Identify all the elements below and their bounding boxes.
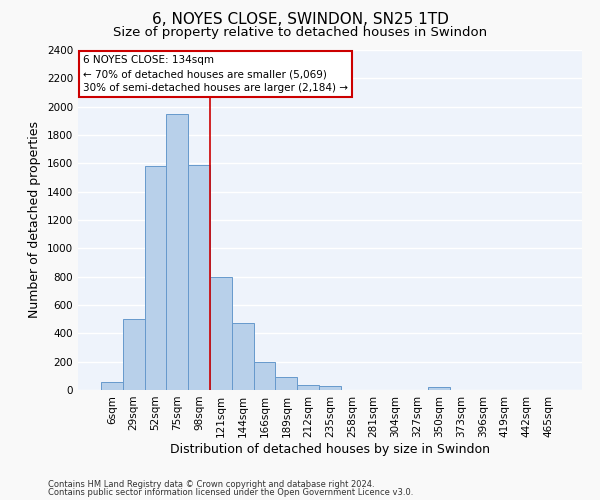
Bar [101,382,123,390]
Bar [297,385,319,390]
Bar [275,376,297,390]
Text: Size of property relative to detached houses in Swindon: Size of property relative to detached ho… [113,26,487,39]
Bar [210,276,232,390]
Bar [188,165,210,390]
Bar [254,362,275,390]
Bar [428,387,450,390]
Y-axis label: Number of detached properties: Number of detached properties [28,122,41,318]
Bar [145,166,166,390]
Bar [166,114,188,390]
Text: 6, NOYES CLOSE, SWINDON, SN25 1TD: 6, NOYES CLOSE, SWINDON, SN25 1TD [152,12,448,28]
Text: 6 NOYES CLOSE: 134sqm
← 70% of detached houses are smaller (5,069)
30% of semi-d: 6 NOYES CLOSE: 134sqm ← 70% of detached … [83,55,348,93]
Bar [232,322,254,390]
Bar [319,386,341,390]
X-axis label: Distribution of detached houses by size in Swindon: Distribution of detached houses by size … [170,442,490,456]
Bar [123,319,145,390]
Text: Contains public sector information licensed under the Open Government Licence v3: Contains public sector information licen… [48,488,413,497]
Text: Contains HM Land Registry data © Crown copyright and database right 2024.: Contains HM Land Registry data © Crown c… [48,480,374,489]
